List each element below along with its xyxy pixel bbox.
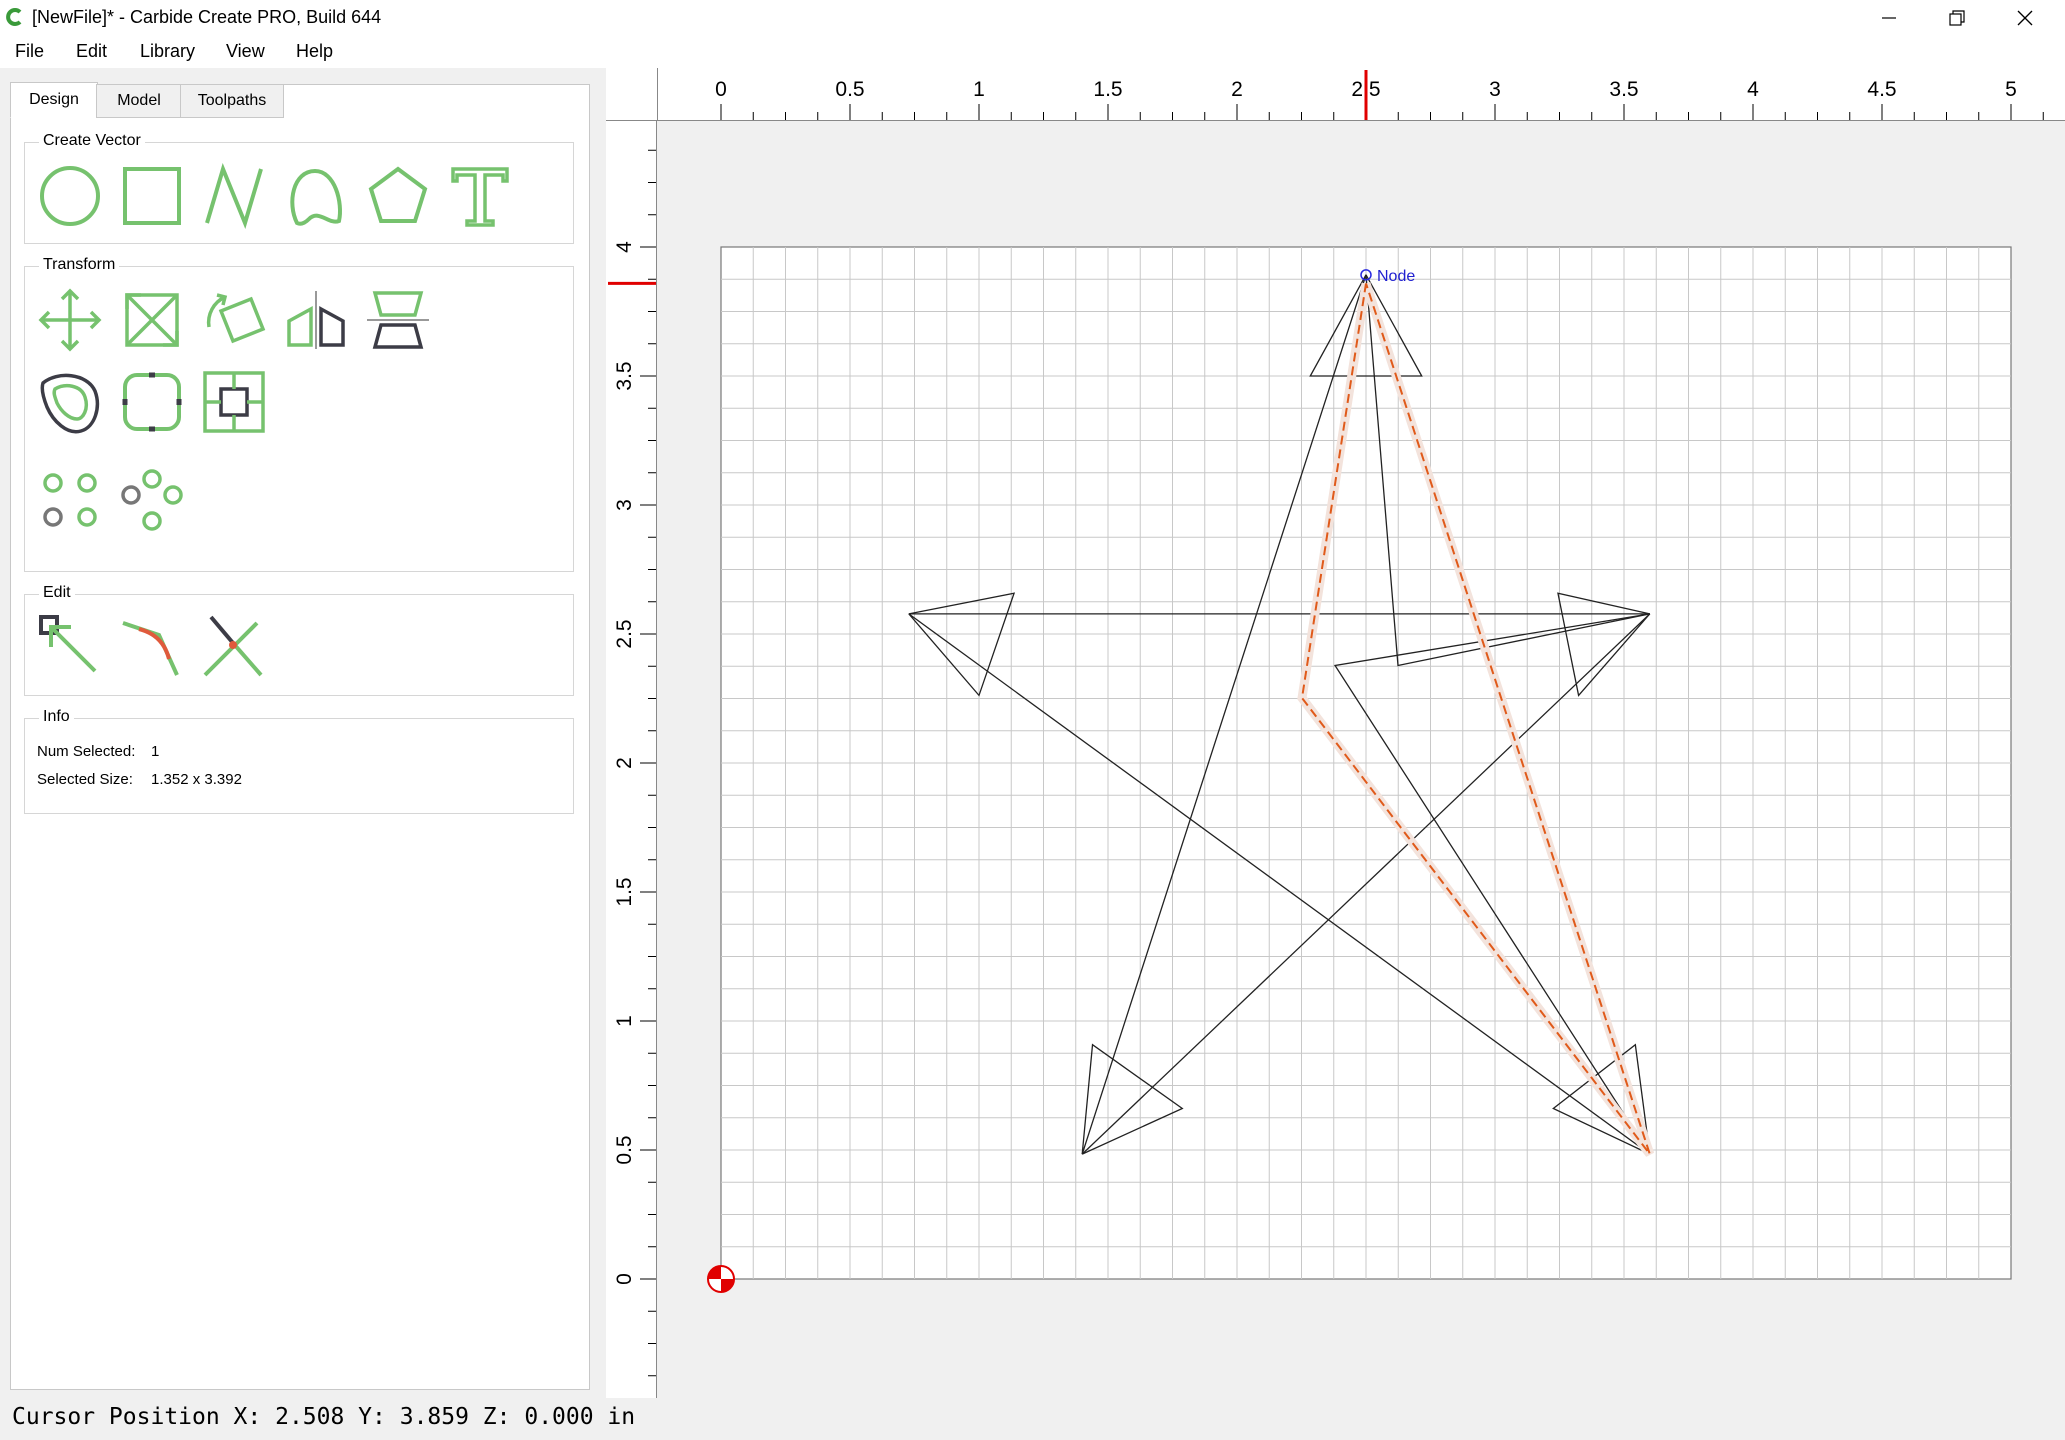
window-title: [NewFile]* - Carbide Create PRO, Build 6… bbox=[32, 7, 382, 27]
ruler-vertical bbox=[606, 68, 657, 1398]
curve-icon bbox=[290, 168, 342, 226]
minimize-icon bbox=[1882, 17, 1896, 19]
menu-bar: File Edit Library View Help bbox=[0, 36, 2065, 68]
align-tool-button[interactable] bbox=[365, 287, 431, 353]
polyline-tool-button[interactable] bbox=[201, 162, 267, 230]
selected-size-value: 1.352 x 3.392 bbox=[151, 771, 242, 788]
ruler-corner bbox=[606, 68, 658, 121]
scale-icon bbox=[125, 293, 179, 347]
trim-tool-button[interactable] bbox=[201, 613, 267, 679]
move-tool-button[interactable] bbox=[37, 287, 103, 353]
menu-edit[interactable]: Edit bbox=[76, 41, 108, 61]
mirror-tool-button[interactable] bbox=[283, 287, 349, 353]
status-bar: Cursor Position X: 2.508 Y: 3.859 Z: 0.0… bbox=[0, 1398, 2065, 1440]
circular-array-icon bbox=[121, 469, 183, 531]
offset-tool-button[interactable] bbox=[37, 369, 103, 435]
rotate-icon bbox=[206, 293, 266, 344]
array-tool-button[interactable] bbox=[37, 467, 103, 533]
text-tool-button[interactable] bbox=[447, 163, 513, 229]
restore-icon bbox=[1949, 10, 1965, 26]
offset-icon bbox=[40, 373, 100, 434]
ruler-horizontal bbox=[606, 68, 2065, 121]
selected-size-label: Selected Size: bbox=[37, 771, 133, 788]
info-title: Info bbox=[39, 708, 74, 726]
transform-group: Transform bbox=[24, 256, 574, 572]
circle-icon bbox=[40, 166, 100, 226]
circular-array-tool-button[interactable] bbox=[119, 467, 185, 533]
menu-file[interactable]: File bbox=[15, 41, 45, 61]
boolean-icon bbox=[203, 371, 265, 433]
create-vector-group: Create Vector bbox=[24, 132, 574, 244]
trim-icon bbox=[203, 615, 263, 677]
mirror-icon bbox=[287, 291, 345, 349]
scale-tool-button[interactable] bbox=[119, 287, 185, 353]
design-canvas[interactable] bbox=[606, 68, 2065, 1398]
info-group: Info Num Selected: 1 Selected Size: 1.35… bbox=[24, 708, 574, 814]
transform-title: Transform bbox=[39, 256, 120, 274]
boolean-tool-button[interactable] bbox=[201, 369, 267, 435]
rotate-tool-button[interactable] bbox=[201, 287, 267, 353]
edit-group: Edit bbox=[24, 584, 574, 696]
circle-tool-button[interactable] bbox=[37, 163, 103, 229]
move-icon bbox=[38, 288, 102, 352]
edit-title: Edit bbox=[39, 584, 75, 602]
text-icon bbox=[451, 167, 509, 227]
create-vector-title: Create Vector bbox=[39, 132, 145, 150]
node-edit-icon bbox=[39, 615, 97, 673]
polygon-icon bbox=[368, 166, 428, 223]
node-edit-tool-button[interactable] bbox=[37, 613, 103, 679]
rectangle-tool-button[interactable] bbox=[119, 163, 185, 229]
fillet-tool-button[interactable] bbox=[119, 369, 185, 435]
close-button[interactable] bbox=[1991, 0, 2059, 36]
array-icon bbox=[43, 473, 97, 527]
curve-tool-button[interactable] bbox=[283, 163, 349, 229]
tab-model[interactable]: Model bbox=[96, 84, 182, 118]
title-bar: [NewFile]* - Carbide Create PRO, Build 6… bbox=[0, 0, 2065, 36]
close-icon bbox=[2017, 10, 2033, 26]
tab-design[interactable]: Design bbox=[10, 82, 98, 118]
smooth-icon bbox=[122, 621, 179, 676]
menu-help[interactable]: Help bbox=[296, 41, 334, 61]
tab-toolpaths[interactable]: Toolpaths bbox=[180, 84, 284, 118]
carbide-logo-icon bbox=[6, 8, 22, 26]
fillet-icon bbox=[122, 372, 182, 432]
menu-library[interactable]: Library bbox=[140, 41, 196, 61]
polygon-tool-button[interactable] bbox=[365, 163, 431, 229]
minimize-button[interactable] bbox=[1855, 0, 1923, 36]
restore-button[interactable] bbox=[1923, 0, 1991, 36]
num-selected-value: 1 bbox=[151, 743, 160, 760]
align-icon bbox=[367, 291, 429, 349]
menu-view[interactable]: View bbox=[226, 41, 265, 61]
num-selected-label: Num Selected: bbox=[37, 743, 136, 760]
rectangle-icon bbox=[123, 167, 181, 225]
smooth-tool-button[interactable] bbox=[119, 613, 185, 679]
cursor-position-readout: Cursor Position X: 2.508 Y: 3.859 Z: 0.0… bbox=[12, 1404, 636, 1430]
polyline-icon bbox=[205, 162, 263, 230]
